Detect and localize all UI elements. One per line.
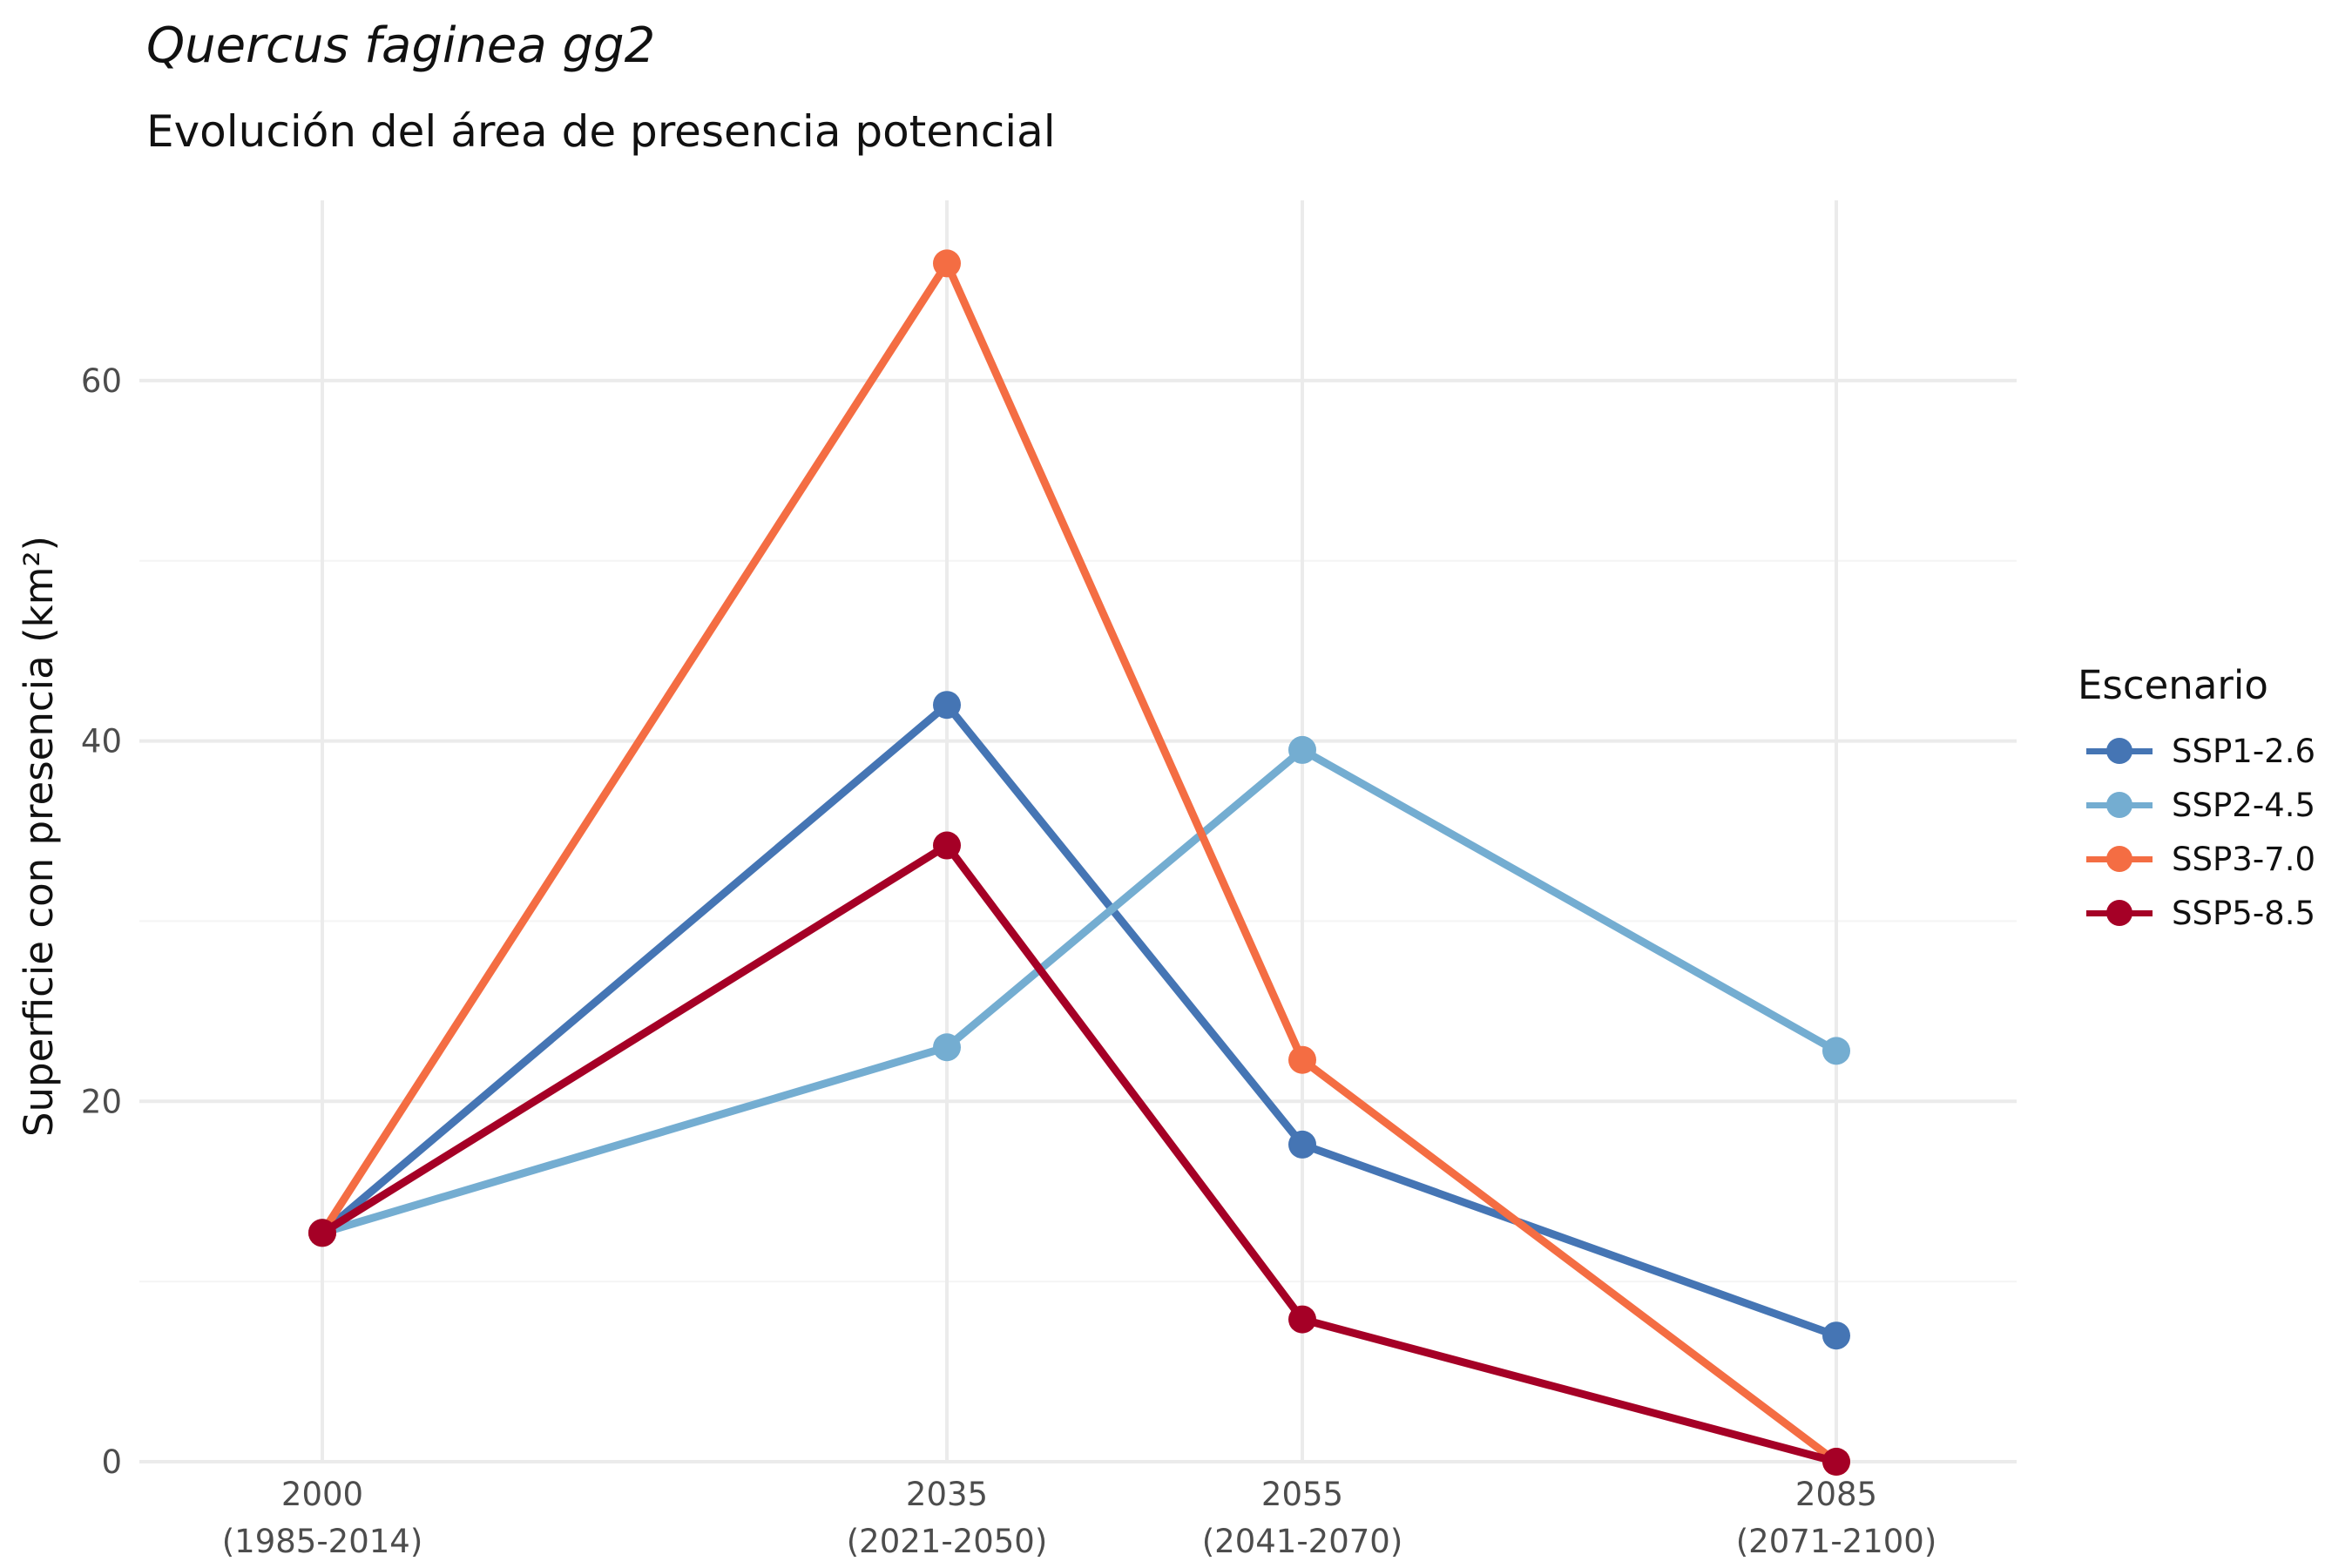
- y-tick-label: 20: [81, 1083, 122, 1120]
- data-point: [933, 249, 961, 278]
- x-tick-label-period: (2071-2100): [1736, 1523, 1937, 1560]
- legend-title: Escenario: [2078, 662, 2268, 708]
- legend-item: SSP2-4.5: [2078, 778, 2315, 832]
- legend-label: SSP3-7.0: [2172, 840, 2316, 878]
- series-line: [318, 700, 1841, 1340]
- y-tick-label: 40: [81, 723, 122, 760]
- legend-label: SSP2-4.5: [2172, 786, 2316, 824]
- legend: Escenario SSP1-2.6 SSP2-4.5 SSP3-7.0 SSP5-8…: [2078, 662, 2315, 940]
- grid-lines: [139, 200, 2017, 1463]
- legend-item: SSP5-8.5: [2078, 886, 2315, 940]
- series-layer: [308, 249, 1850, 1476]
- x-tick-label-period: (2021-2050): [847, 1523, 1048, 1560]
- legend-key-icon: [2078, 787, 2161, 822]
- x-axis: 2000 (1985-2014) 2035 (2021-2050) 2055 (2041-…: [222, 1476, 1937, 1560]
- series-SSP2-4.5: [308, 735, 1850, 1247]
- y-tick-label: 60: [81, 362, 122, 400]
- data-point: [1822, 1321, 1850, 1350]
- legend-item: SSP3-7.0: [2078, 832, 2315, 886]
- data-point: [1288, 1305, 1316, 1334]
- legend-label: SSP5-8.5: [2172, 894, 2316, 932]
- chart-title: Quercus faginea gg2: [146, 17, 656, 74]
- y-axis-title: Superficie con presencia (km²): [16, 536, 62, 1137]
- data-point: [1288, 1130, 1316, 1159]
- legend-key-icon: [2078, 896, 2161, 930]
- y-axis: 0 20 40 60: [81, 362, 122, 1481]
- legend-key-icon: [2078, 733, 2161, 768]
- x-tick-label-period: (1985-2014): [222, 1523, 423, 1560]
- data-point: [1288, 1045, 1316, 1074]
- data-point: [933, 1033, 961, 1062]
- legend-item: SSP1-2.6: [2078, 724, 2315, 778]
- data-point: [1822, 1037, 1850, 1065]
- x-tick-label-year: 2035: [906, 1476, 988, 1513]
- legend-key-icon: [2078, 841, 2161, 876]
- chart-subtitle: Evolución del área de presencia potencia…: [146, 106, 1056, 157]
- x-tick-label-period: (2041-2070): [1202, 1523, 1403, 1560]
- data-point: [1288, 735, 1316, 764]
- data-point: [933, 831, 961, 860]
- series-line: [318, 259, 1841, 1466]
- data-point: [1822, 1448, 1850, 1476]
- x-tick-label-year: 2000: [281, 1476, 363, 1513]
- series-SSP5-8.5: [308, 831, 1850, 1476]
- series-line: [318, 841, 1841, 1466]
- data-point: [933, 691, 961, 720]
- series-line: [318, 746, 1841, 1237]
- data-point: [308, 1219, 336, 1247]
- x-tick-label-year: 2055: [1261, 1476, 1343, 1513]
- x-tick-label-year: 2085: [1795, 1476, 1877, 1513]
- legend-label: SSP1-2.6: [2172, 732, 2316, 770]
- y-tick-label: 0: [101, 1443, 122, 1481]
